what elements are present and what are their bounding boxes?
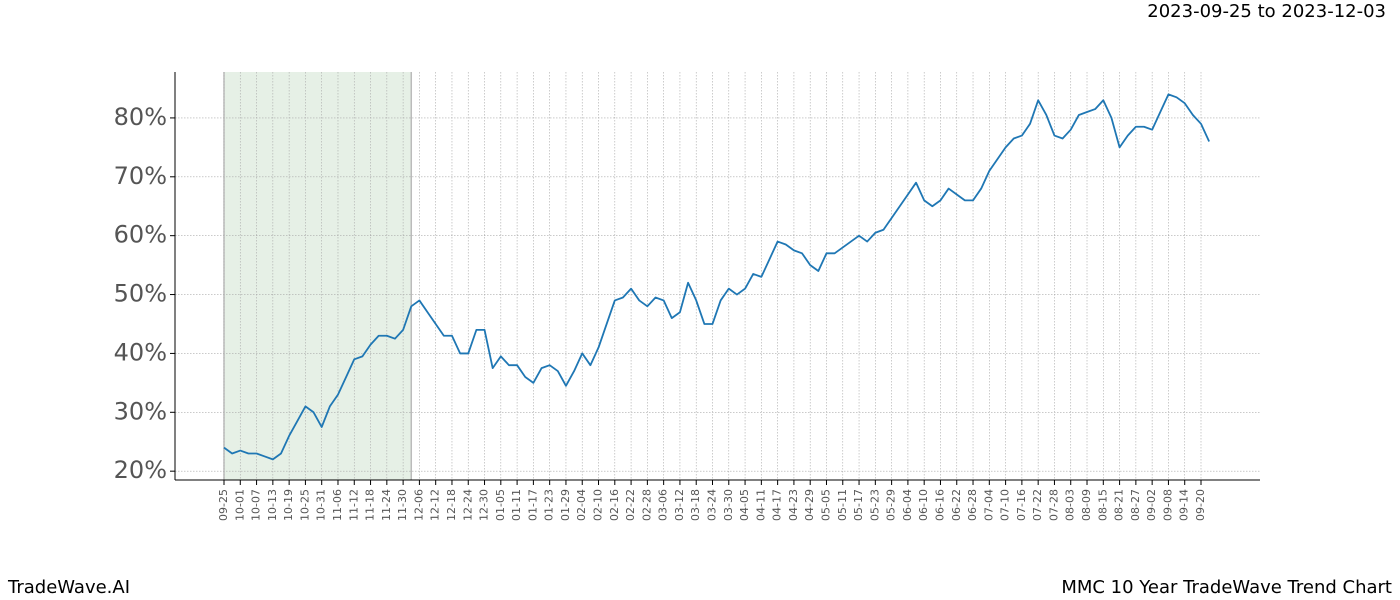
x-tick-label: 02-04 [575,489,588,521]
x-tick-label: 12-06 [412,489,425,521]
trend-line [223,93,1210,461]
y-tick-label: 40% [114,338,167,366]
x-tick-label: 02-28 [640,489,653,521]
x-tick-label: 05-23 [868,489,881,521]
x-tick-label: 09-25 [217,489,230,521]
x-tick-label: 08-27 [1129,489,1142,521]
y-tick-label: 50% [114,280,167,308]
x-tick-label: 09-02 [1145,489,1158,521]
y-tick-label: 70% [114,162,167,190]
x-tick-label: 05-05 [819,489,832,521]
x-tick-label: 08-09 [1080,489,1093,521]
x-tick-label: 07-10 [999,489,1012,521]
x-tick-label: 05-11 [836,489,849,521]
x-tick-label: 05-17 [852,489,865,521]
footer-left: TradeWave.AI [7,577,130,598]
y-tick-label: 30% [114,397,167,425]
x-tick-label: 09-20 [1194,489,1207,521]
x-tick-label: 12-30 [478,489,491,521]
x-tick-label: 10-13 [266,489,279,521]
x-tick-label: 03-30 [722,489,735,521]
y-tick-label: 60% [114,221,167,249]
x-tick-label: 01-23 [543,489,556,521]
y-tick-label: 20% [114,456,167,484]
x-tick-label: 12-24 [461,489,474,521]
x-tick-label: 04-05 [738,489,751,521]
y-tick-label: 80% [114,103,167,131]
x-tick-label: 03-24 [706,489,719,521]
x-tick-label: 06-04 [901,489,914,521]
x-tick-label: 11-30 [396,489,409,521]
x-tick-label: 12-18 [445,489,458,521]
x-tick-label: 07-28 [1047,489,1060,521]
x-tick-label: 03-12 [673,489,686,521]
x-tick-label: 04-23 [787,489,800,521]
x-tick-label: 07-22 [1031,489,1044,521]
x-tick-label: 04-17 [771,489,784,521]
x-tick-label: 06-28 [966,489,979,521]
x-tick-label: 04-29 [803,489,816,521]
x-tick-label: 12-12 [429,489,442,521]
x-tick-label: 01-05 [494,489,507,521]
x-tick-label: 11-12 [347,489,360,521]
x-tick-label: 08-15 [1096,489,1109,521]
x-tick-label: 06-10 [917,489,930,521]
x-tick-label: 08-03 [1064,489,1077,521]
x-tick-label: 10-19 [282,489,295,521]
x-tick-label: 09-14 [1178,489,1191,521]
x-tick-label: 06-16 [933,489,946,521]
x-tick-label: 08-21 [1113,489,1126,521]
x-tick-label: 01-29 [559,489,572,521]
x-tick-label: 03-06 [657,489,670,521]
x-tick-label: 09-08 [1161,489,1174,521]
x-tick-label: 11-18 [364,489,377,521]
x-tick-label: 10-07 [250,489,263,521]
x-tick-label: 07-16 [1015,489,1028,521]
x-tick-label: 02-16 [608,489,621,521]
x-tick-label: 01-11 [510,489,523,521]
x-tick-label: 10-01 [233,489,246,521]
x-tick-label: 03-18 [689,489,702,521]
x-tick-label: 10-25 [298,489,311,521]
x-tick-label: 11-06 [331,489,344,521]
x-tick-label: 02-22 [624,489,637,521]
x-tick-label: 06-22 [950,489,963,521]
footer-right: MMC 10 Year TradeWave Trend Chart [1061,577,1392,598]
x-tick-label: 11-24 [380,489,393,521]
x-tick-label: 10-31 [315,489,328,521]
x-tick-label: 02-10 [592,489,605,521]
x-tick-label: 04-11 [754,489,767,521]
x-tick-label: 07-04 [982,489,995,521]
x-tick-label: 05-29 [885,489,898,521]
x-tick-label: 01-17 [526,489,539,521]
chart-title: 2023-09-25 to 2023-12-03 [1147,1,1386,22]
